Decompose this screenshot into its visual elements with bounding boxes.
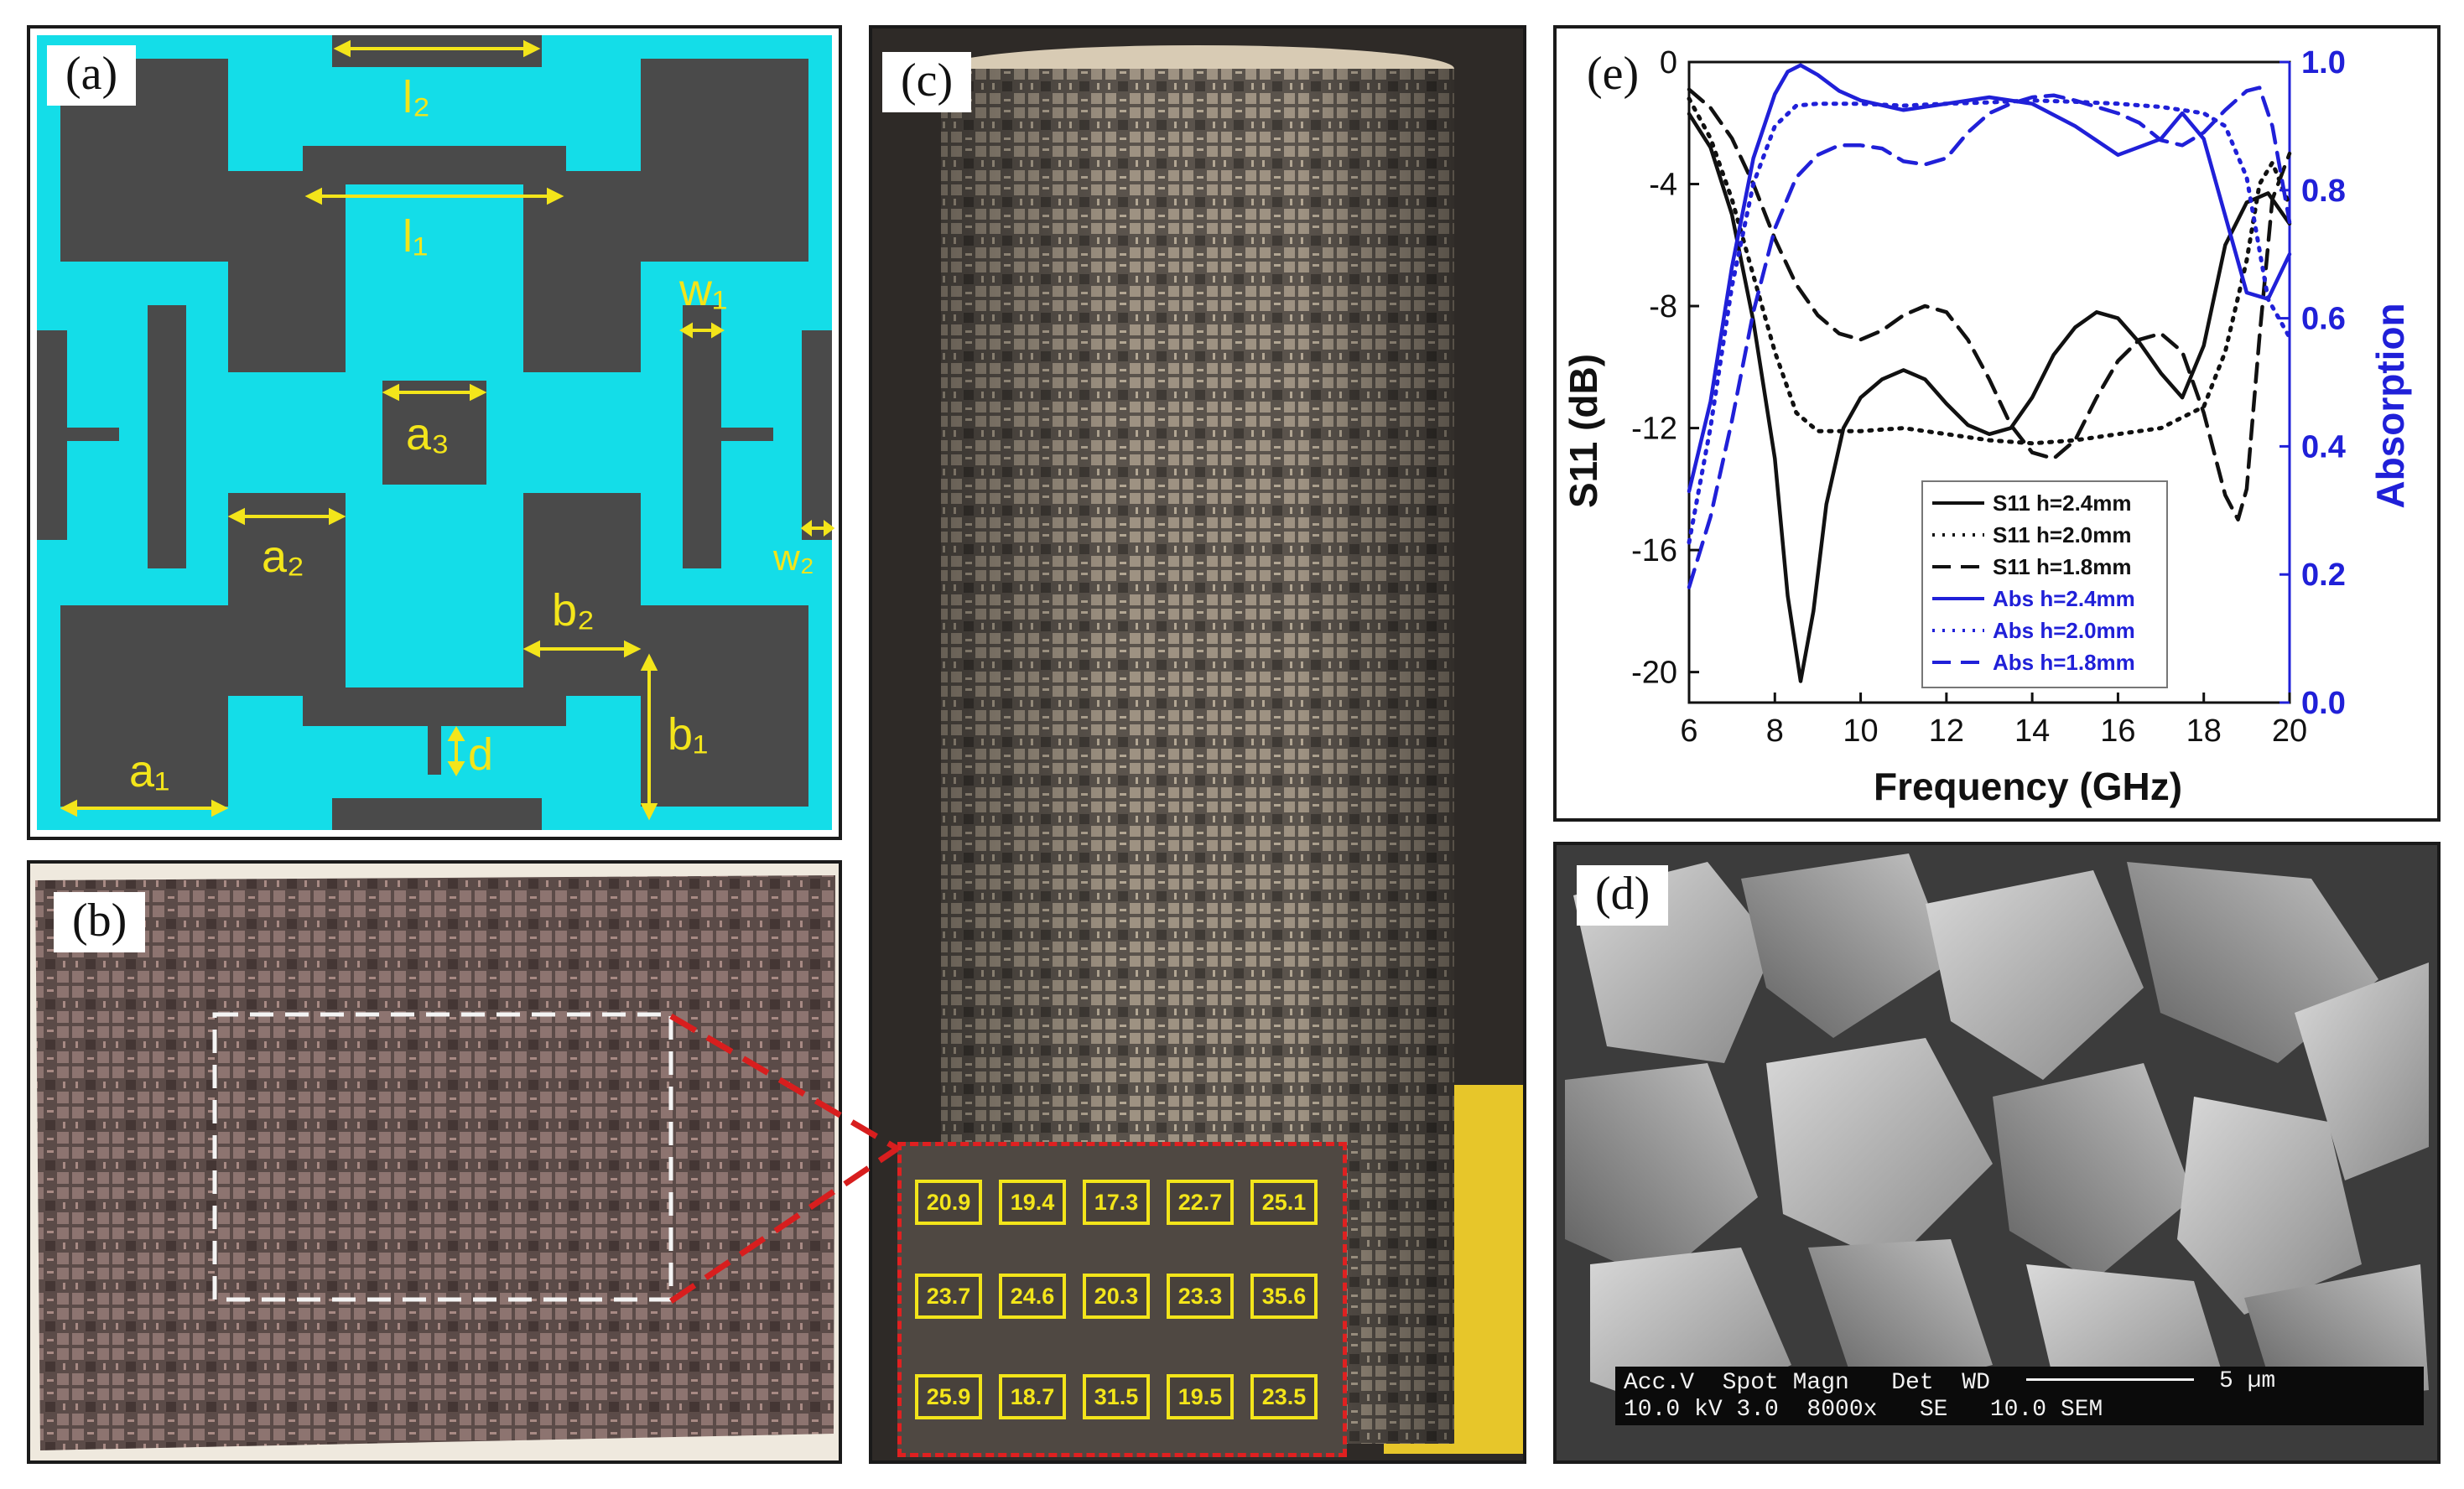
fss-sheet (35, 875, 835, 1450)
sem-scale-bar (2026, 1378, 2194, 1381)
value-box: 24.6 (999, 1274, 1066, 1319)
value-box: 17.3 (1083, 1180, 1150, 1225)
value-box: 19.5 (1167, 1374, 1234, 1419)
dimension-labels: l₂ l₁ w₁ a₃ a₂ w₂ b₂ b₁ d a₁ (129, 72, 814, 796)
y2-tick-label: 0.4 (2301, 429, 2346, 464)
legend-entry: S11 h=1.8mm (1993, 554, 2132, 579)
dim-b2: b₂ (552, 585, 595, 636)
y-tick-label: -16 (1631, 533, 1677, 568)
dimension-arrows (60, 39, 835, 821)
sem-scale-label: 5 µm (2219, 1368, 2276, 1394)
value-box: 23.5 (1250, 1374, 1318, 1419)
absorption-chart: 6 8 10 12 14 16 18 20 0 -4 -8 -12 -16 -20 0.0 0.2 0.4 0.6… (1562, 45, 2412, 808)
series-line-s11-h-2-4mm (1687, 112, 2292, 683)
legend-entry: S11 h=2.0mm (1993, 522, 2132, 547)
chart-series (1687, 63, 2292, 683)
x-tick-label: 12 (1929, 713, 1964, 749)
y-tick-label: -4 (1649, 168, 1677, 203)
value-box: 19.4 (999, 1180, 1066, 1225)
panel-b: (b) (27, 860, 842, 1464)
value-box: 25.9 (915, 1374, 982, 1419)
value-box: 20.9 (915, 1180, 982, 1225)
sem-info-bar: Acc.V Spot Magn Det WD 10.0 kV 3.0 8000x… (1615, 1367, 2424, 1425)
value-box: 22.7 (1167, 1180, 1234, 1225)
y2-axis-label: Absorption (2368, 303, 2412, 508)
y-tick-label: 0 (1660, 45, 1677, 80)
dim-a2: a₂ (262, 532, 304, 582)
series-line-s11-h-2-0mm (1687, 96, 2292, 446)
value-box: 23.3 (1167, 1274, 1234, 1319)
dim-b1: b₁ (668, 709, 708, 760)
chart-ticks: 6 8 10 12 14 16 18 20 0 -4 -8 -12 -16 -20 0.0 0.2 0.4 0.6… (1631, 45, 2346, 749)
value-box: 25.1 (1250, 1180, 1318, 1225)
value-box: 18.7 (999, 1374, 1066, 1419)
dim-w1: w₁ (678, 265, 727, 315)
series-line-s11-h-1-8mm (1687, 87, 2292, 521)
dim-l1: l₁ (403, 211, 428, 262)
flat-absorber-photo (30, 864, 839, 1460)
x-tick-label: 10 (1843, 713, 1878, 749)
panel-b-label: (b) (54, 892, 146, 952)
dim-a1: a₁ (129, 746, 169, 796)
legend-entry: Abs h=2.0mm (1993, 618, 2135, 643)
panel-d-label: (d) (1577, 865, 1669, 926)
x-axis-label: Frequency (GHz) (1874, 765, 2182, 808)
y2-tick-label: 0.8 (2301, 174, 2346, 209)
zoom-inset: 20.9 19.4 17.3 22.7 25.1 23.7 24.6 20.3 … (897, 1142, 1347, 1457)
panel-e-label: (e) (1568, 45, 1658, 106)
legend-entry: Abs h=2.4mm (1993, 586, 2135, 611)
y-axis-label: S11 (dB) (1562, 354, 1605, 508)
chart-axes (1687, 60, 2291, 704)
y2-tick-label: 0.2 (2301, 558, 2346, 593)
y2-tick-label: 0.6 (2301, 302, 2346, 337)
panel-c-label: (c) (882, 52, 972, 112)
sem-image (1557, 845, 2437, 1460)
graphene-flakes (1565, 853, 2429, 1415)
series-line-abs-h-1-8mm (1687, 86, 2292, 589)
legend-box (1921, 480, 2168, 688)
unit-cell-diagram: l₂ l₁ w₁ a₃ a₂ w₂ b₂ b₁ d a₁ (37, 35, 835, 830)
dim-a3: a₃ (406, 409, 450, 459)
value-box: 20.3 (1083, 1274, 1150, 1319)
x-tick-label: 20 (2272, 713, 2307, 749)
series-line-abs-h-2-4mm (1687, 63, 2292, 494)
legend-entry: S11 h=2.4mm (1993, 490, 2132, 516)
legend-entry: Abs h=1.8mm (1993, 650, 2135, 675)
value-box: 23.7 (915, 1274, 982, 1319)
y2-tick-label: 1.0 (2301, 45, 2346, 80)
x-tick-label: 14 (2014, 713, 2050, 749)
resistive-pattern (37, 35, 832, 830)
sem-values: 10.0 kV 3.0 8000x SE 10.0 SEM (1624, 1397, 2103, 1423)
panel-a-label: (a) (47, 45, 137, 106)
y-tick-label: -20 (1631, 656, 1677, 691)
panel-c: (c) (869, 25, 1526, 1464)
x-tick-label: 16 (2100, 713, 2135, 749)
series-line-abs-h-2-0mm (1687, 98, 2292, 545)
panel-e: (e) 6 8 10 12 14 16 18 20 0 -4 -8 -12 -16 -20 0.0 0.2 0.… (1553, 25, 2441, 822)
panel-a: (a) (27, 25, 842, 840)
dim-w2: w₂ (772, 537, 814, 578)
dim-d: d (468, 729, 493, 780)
sem-header: Acc.V Spot Magn Det WD (1624, 1370, 1990, 1396)
x-tick-label: 18 (2186, 713, 2222, 749)
y-tick-label: -12 (1631, 412, 1677, 447)
value-box: 35.6 (1250, 1274, 1318, 1319)
x-tick-label: 8 (1766, 713, 1784, 749)
y2-tick-label: 0.0 (2301, 686, 2346, 721)
value-box: 31.5 (1083, 1374, 1150, 1419)
y-tick-label: -8 (1649, 289, 1677, 324)
x-tick-label: 6 (1680, 713, 1697, 749)
dim-l2: l₂ (403, 72, 430, 122)
panel-d: (d) Acc.V Spot Magn Det WD 10.0 kV 3.0 8… (1553, 842, 2441, 1464)
chart-legend: S11 h=2.4mm S11 h=2.0mm S11 h=1.8mm Abs h=2… (1921, 480, 2168, 688)
